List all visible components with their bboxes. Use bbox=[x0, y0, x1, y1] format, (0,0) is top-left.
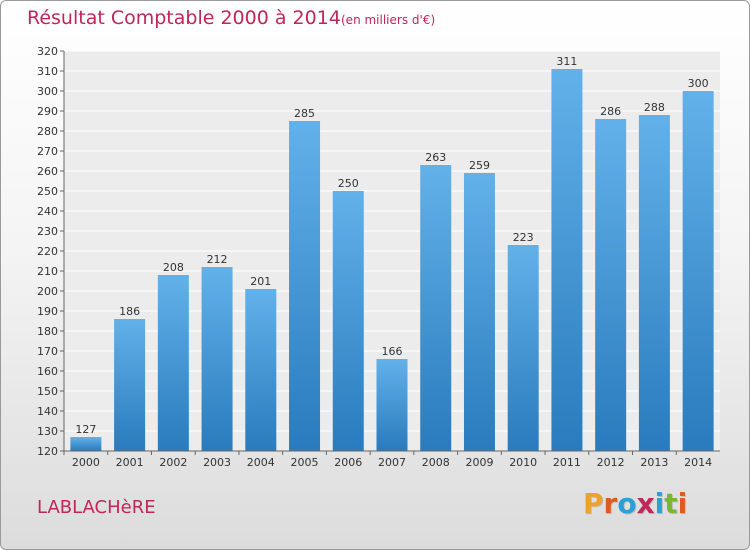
data-label-2001: 186 bbox=[119, 305, 140, 318]
x-tick-label-2009: 2009 bbox=[465, 456, 493, 469]
y-tick-label: 230 bbox=[37, 225, 58, 238]
y-tick-label: 170 bbox=[37, 345, 58, 358]
bar-2014 bbox=[682, 91, 714, 451]
bar-2000 bbox=[70, 437, 102, 451]
bar-2009 bbox=[463, 173, 495, 451]
x-tick-label-2006: 2006 bbox=[334, 456, 362, 469]
y-tick-label: 260 bbox=[37, 165, 58, 178]
data-label-2011: 311 bbox=[556, 55, 577, 68]
bar-2001 bbox=[114, 319, 146, 451]
x-tick-label-2008: 2008 bbox=[422, 456, 450, 469]
y-tick-label: 190 bbox=[37, 305, 58, 318]
data-label-2002: 208 bbox=[163, 261, 184, 274]
y-tick-label: 240 bbox=[37, 205, 58, 218]
data-label-2007: 166 bbox=[382, 345, 403, 358]
bar-2002 bbox=[157, 275, 189, 451]
data-label-2005: 285 bbox=[294, 107, 315, 120]
data-label-2014: 300 bbox=[688, 77, 709, 90]
x-tick-label-2010: 2010 bbox=[509, 456, 537, 469]
y-tick-label: 310 bbox=[37, 65, 58, 78]
data-label-2009: 259 bbox=[469, 159, 490, 172]
x-tick-label-2012: 2012 bbox=[597, 456, 625, 469]
data-label-2008: 263 bbox=[425, 151, 446, 164]
bar-2011 bbox=[551, 69, 583, 451]
chart-title: Résultat Comptable 2000 à 2014 bbox=[27, 7, 341, 29]
x-tick-label-2000: 2000 bbox=[72, 456, 100, 469]
data-label-2010: 223 bbox=[513, 231, 534, 244]
x-tick-label-2014: 2014 bbox=[684, 456, 712, 469]
bar-2012 bbox=[595, 119, 627, 451]
y-tick-label: 180 bbox=[37, 325, 58, 338]
data-label-2003: 212 bbox=[207, 253, 228, 266]
x-tick-label-2007: 2007 bbox=[378, 456, 406, 469]
y-tick-label: 250 bbox=[37, 185, 58, 198]
data-label-2012: 286 bbox=[600, 105, 621, 118]
y-tick-label: 280 bbox=[37, 125, 58, 138]
y-tick-label: 300 bbox=[37, 85, 58, 98]
bar-2003 bbox=[201, 267, 233, 451]
data-label-2013: 288 bbox=[644, 101, 665, 114]
y-tick-label: 200 bbox=[37, 285, 58, 298]
y-tick-label: 160 bbox=[37, 365, 58, 378]
x-tick-label-2001: 2001 bbox=[116, 456, 144, 469]
chart-subtitle: (en milliers d'€) bbox=[341, 13, 436, 27]
y-tick-label: 130 bbox=[37, 425, 58, 438]
x-tick-label-2011: 2011 bbox=[553, 456, 581, 469]
proxiti-logo: Proxiti bbox=[583, 487, 688, 520]
y-tick-label: 140 bbox=[37, 405, 58, 418]
y-tick-label: 270 bbox=[37, 145, 58, 158]
x-tick-label-2003: 2003 bbox=[203, 456, 231, 469]
y-tick-label: 220 bbox=[37, 245, 58, 258]
x-tick-label-2004: 2004 bbox=[247, 456, 275, 469]
y-tick-label: 150 bbox=[37, 385, 58, 398]
bar-2008 bbox=[420, 165, 452, 451]
data-label-2006: 250 bbox=[338, 177, 359, 190]
bar-2005 bbox=[289, 121, 321, 451]
x-tick-label-2013: 2013 bbox=[640, 456, 668, 469]
x-tick-label-2002: 2002 bbox=[159, 456, 187, 469]
y-tick-label: 210 bbox=[37, 265, 58, 278]
y-tick-label: 290 bbox=[37, 105, 58, 118]
data-label-2000: 127 bbox=[75, 423, 96, 436]
bar-2010 bbox=[507, 245, 539, 451]
y-tick-label: 120 bbox=[37, 445, 58, 458]
bar-2007 bbox=[376, 359, 408, 451]
x-tick-label-2005: 2005 bbox=[291, 456, 319, 469]
bar-2013 bbox=[638, 115, 670, 451]
bar-2006 bbox=[332, 191, 364, 451]
commune-name: LABLACHèRE bbox=[37, 497, 156, 518]
data-label-2004: 201 bbox=[250, 275, 271, 288]
y-tick-label: 320 bbox=[37, 45, 58, 58]
bar-2004 bbox=[245, 289, 277, 451]
